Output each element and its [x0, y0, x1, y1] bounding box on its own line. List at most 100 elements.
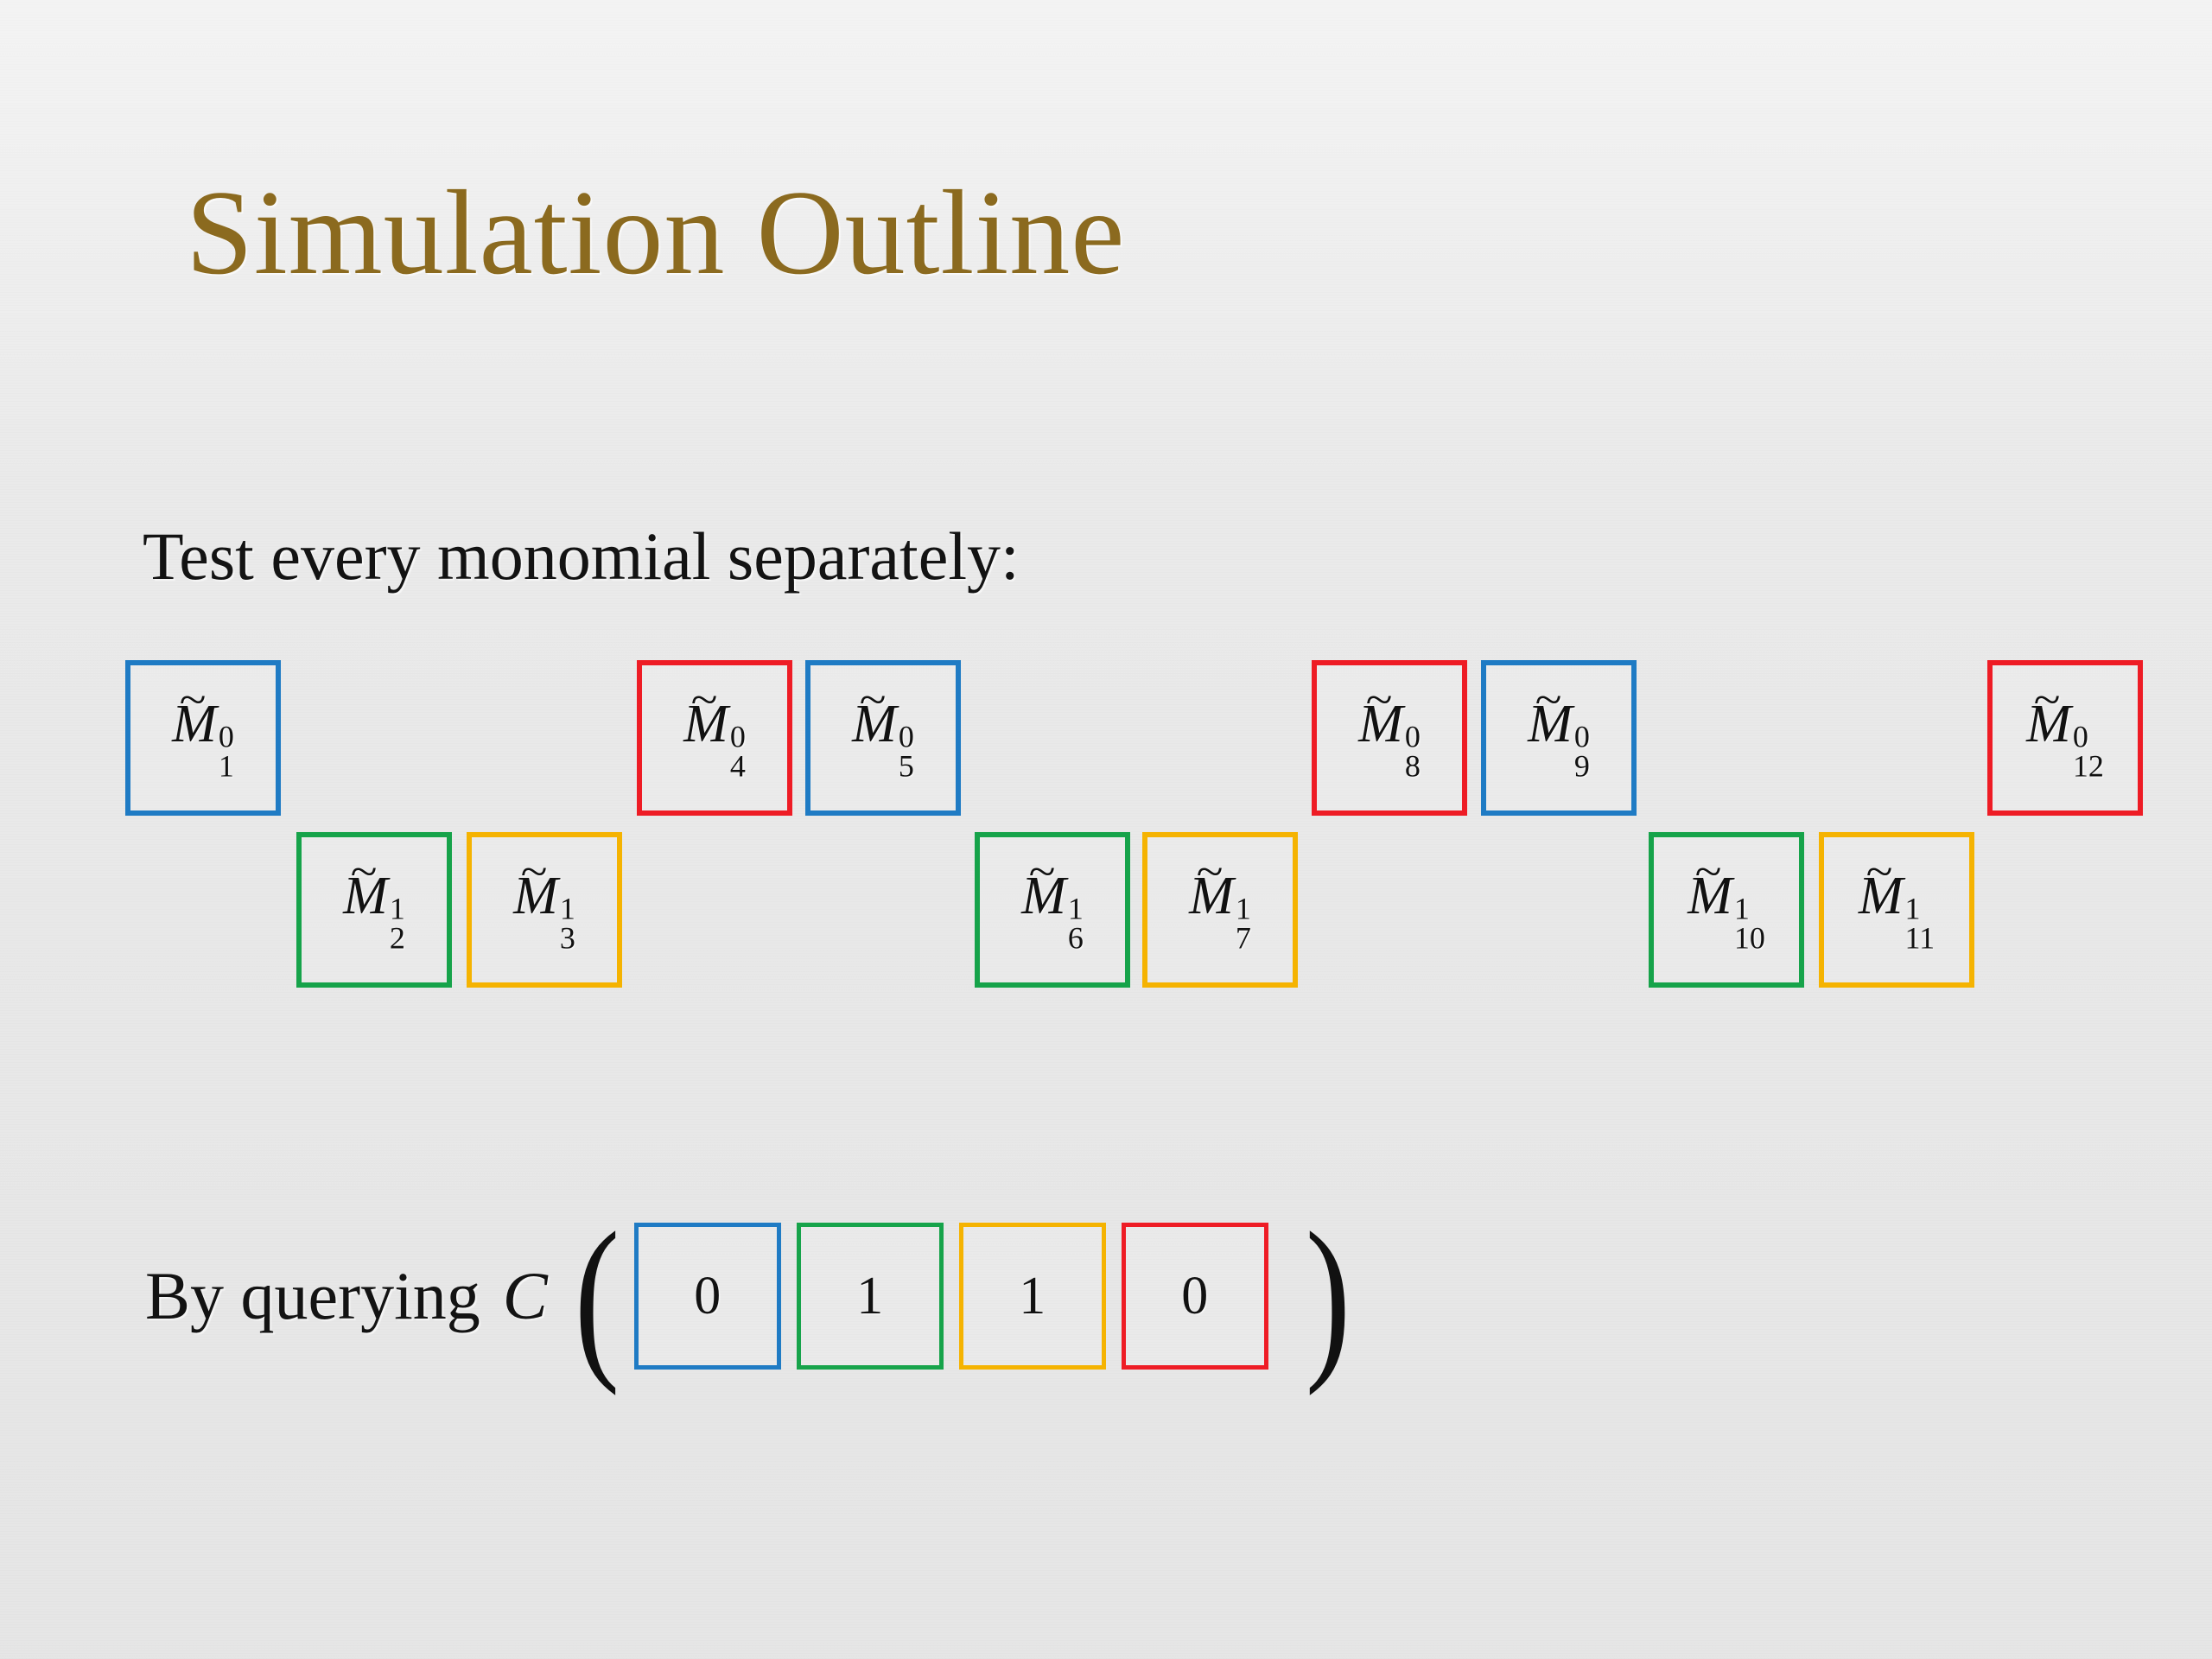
monomial-box-3[interactable]: M ~1 3 — [467, 832, 622, 988]
monomial-superscript: 1 — [1067, 892, 1084, 927]
query-bit-value: 1 — [856, 1267, 884, 1325]
query-bit-box-2[interactable]: 1 — [958, 1223, 1106, 1370]
monomial-base-symbol: M ~ — [1858, 847, 1904, 926]
monomial-subscript: 6 — [1067, 920, 1084, 956]
monomial-superscript: 1 — [1904, 892, 1921, 927]
monomial-label: M ~0 1 — [172, 675, 234, 781]
monomial-label: M ~1 6 — [1021, 847, 1084, 953]
monomial-base-symbol: M ~ — [1528, 675, 1573, 754]
monomial-subscript: 10 — [1733, 920, 1765, 956]
monomial-superscript: 1 — [559, 892, 575, 927]
tilde-accent-icon: ~ — [1694, 847, 1722, 895]
monomial-subscript: 2 — [389, 920, 405, 956]
monomial-box-5[interactable]: M ~0 5 — [805, 660, 961, 816]
monomial-label: M ~0 5 — [852, 675, 914, 781]
monomial-superscript: 0 — [218, 720, 234, 755]
page-title: Simulation Outline — [186, 166, 1126, 300]
monomial-label: M ~1 10 — [1688, 847, 1765, 953]
monomial-label: M ~0 9 — [1528, 675, 1590, 781]
monomial-label: M ~1 11 — [1858, 847, 1935, 953]
monomial-subscript: 9 — [1573, 748, 1590, 784]
monomial-subscript: 11 — [1904, 920, 1936, 956]
monomial-label: M ~0 12 — [2026, 675, 2104, 781]
monomial-base-symbol: M ~ — [513, 847, 558, 926]
monomial-superscript: 0 — [2072, 720, 2088, 755]
monomial-base-symbol: M ~ — [852, 675, 897, 754]
monomial-scripts: 1 10 — [1733, 892, 1765, 956]
query-bit-value: 0 — [694, 1267, 721, 1325]
monomial-box-11[interactable]: M ~1 11 — [1819, 832, 1974, 988]
tilde-accent-icon: ~ — [179, 675, 207, 723]
monomial-label: M ~0 4 — [683, 675, 746, 781]
monomial-superscript: 1 — [1733, 892, 1750, 927]
tilde-accent-icon: ~ — [1535, 675, 1562, 723]
monomial-box-1[interactable]: M ~0 1 — [125, 660, 281, 816]
monomial-base-symbol: M ~ — [683, 675, 728, 754]
monomial-subscript: 12 — [2072, 748, 2104, 784]
query-bit-box-0[interactable]: 0 — [633, 1223, 781, 1370]
query-bit-box-1[interactable]: 1 — [796, 1223, 944, 1370]
paren-close: ) — [1305, 1195, 1351, 1396]
query-bit-boxes: 0 1 1 0 — [633, 1223, 1284, 1370]
subtitle-text: Test every monomial separately: — [143, 518, 1020, 594]
query-row: By querying C ( 0 1 1 0 ) — [145, 1195, 1353, 1396]
monomial-box-12[interactable]: M ~0 12 — [1987, 660, 2143, 816]
query-bit-value: 1 — [1019, 1267, 1046, 1325]
monomial-box-2[interactable]: M ~1 2 — [296, 832, 452, 988]
tilde-accent-icon: ~ — [859, 675, 887, 723]
monomial-label: M ~0 8 — [1358, 675, 1421, 781]
tilde-accent-icon: ~ — [1028, 847, 1056, 895]
monomial-subscript: 1 — [218, 748, 234, 784]
tilde-accent-icon: ~ — [350, 847, 378, 895]
monomial-superscript: 0 — [1404, 720, 1421, 755]
monomial-box-10[interactable]: M ~1 10 — [1649, 832, 1804, 988]
monomial-base-symbol: M ~ — [172, 675, 217, 754]
monomial-scripts: 0 12 — [2072, 720, 2104, 784]
monomial-label: M ~1 2 — [343, 847, 405, 953]
monomial-box-4[interactable]: M ~0 4 — [637, 660, 792, 816]
tilde-accent-icon: ~ — [520, 847, 548, 895]
monomial-box-8[interactable]: M ~0 8 — [1312, 660, 1467, 816]
monomial-label: M ~1 7 — [1189, 847, 1251, 953]
monomial-superscript: 0 — [1573, 720, 1590, 755]
tilde-accent-icon: ~ — [1365, 675, 1393, 723]
monomial-subscript: 4 — [729, 748, 746, 784]
tilde-accent-icon: ~ — [1196, 847, 1224, 895]
monomial-superscript: 0 — [898, 720, 914, 755]
monomial-label: M ~1 3 — [513, 847, 575, 953]
monomial-subscript: 3 — [559, 920, 575, 956]
monomial-box-7[interactable]: M ~1 7 — [1142, 832, 1298, 988]
monomial-superscript: 1 — [1235, 892, 1251, 927]
monomial-base-symbol: M ~ — [1358, 675, 1403, 754]
tilde-accent-icon: ~ — [2033, 675, 2061, 723]
monomial-subscript: 7 — [1235, 920, 1251, 956]
monomial-box-9[interactable]: M ~0 9 — [1481, 660, 1637, 816]
monomial-base-symbol: M ~ — [1189, 847, 1234, 926]
tilde-accent-icon: ~ — [690, 675, 718, 723]
query-bit-box-3[interactable]: 0 — [1121, 1223, 1268, 1370]
circuit-symbol: C — [502, 1258, 548, 1333]
monomial-base-symbol: M ~ — [1688, 847, 1732, 926]
monomial-box-6[interactable]: M ~1 6 — [975, 832, 1130, 988]
monomial-subscript: 5 — [898, 748, 914, 784]
query-bit-value: 0 — [1181, 1267, 1209, 1325]
tilde-accent-icon: ~ — [1866, 847, 1893, 895]
monomial-superscript: 1 — [389, 892, 405, 927]
monomial-superscript: 0 — [729, 720, 746, 755]
monomial-subscript: 8 — [1404, 748, 1421, 784]
monomial-base-symbol: M ~ — [343, 847, 388, 926]
monomial-base-symbol: M ~ — [1021, 847, 1066, 926]
monomial-scripts: 1 11 — [1904, 892, 1936, 956]
monomial-base-symbol: M ~ — [2026, 675, 2071, 754]
query-prefix-label: By querying — [145, 1258, 480, 1333]
